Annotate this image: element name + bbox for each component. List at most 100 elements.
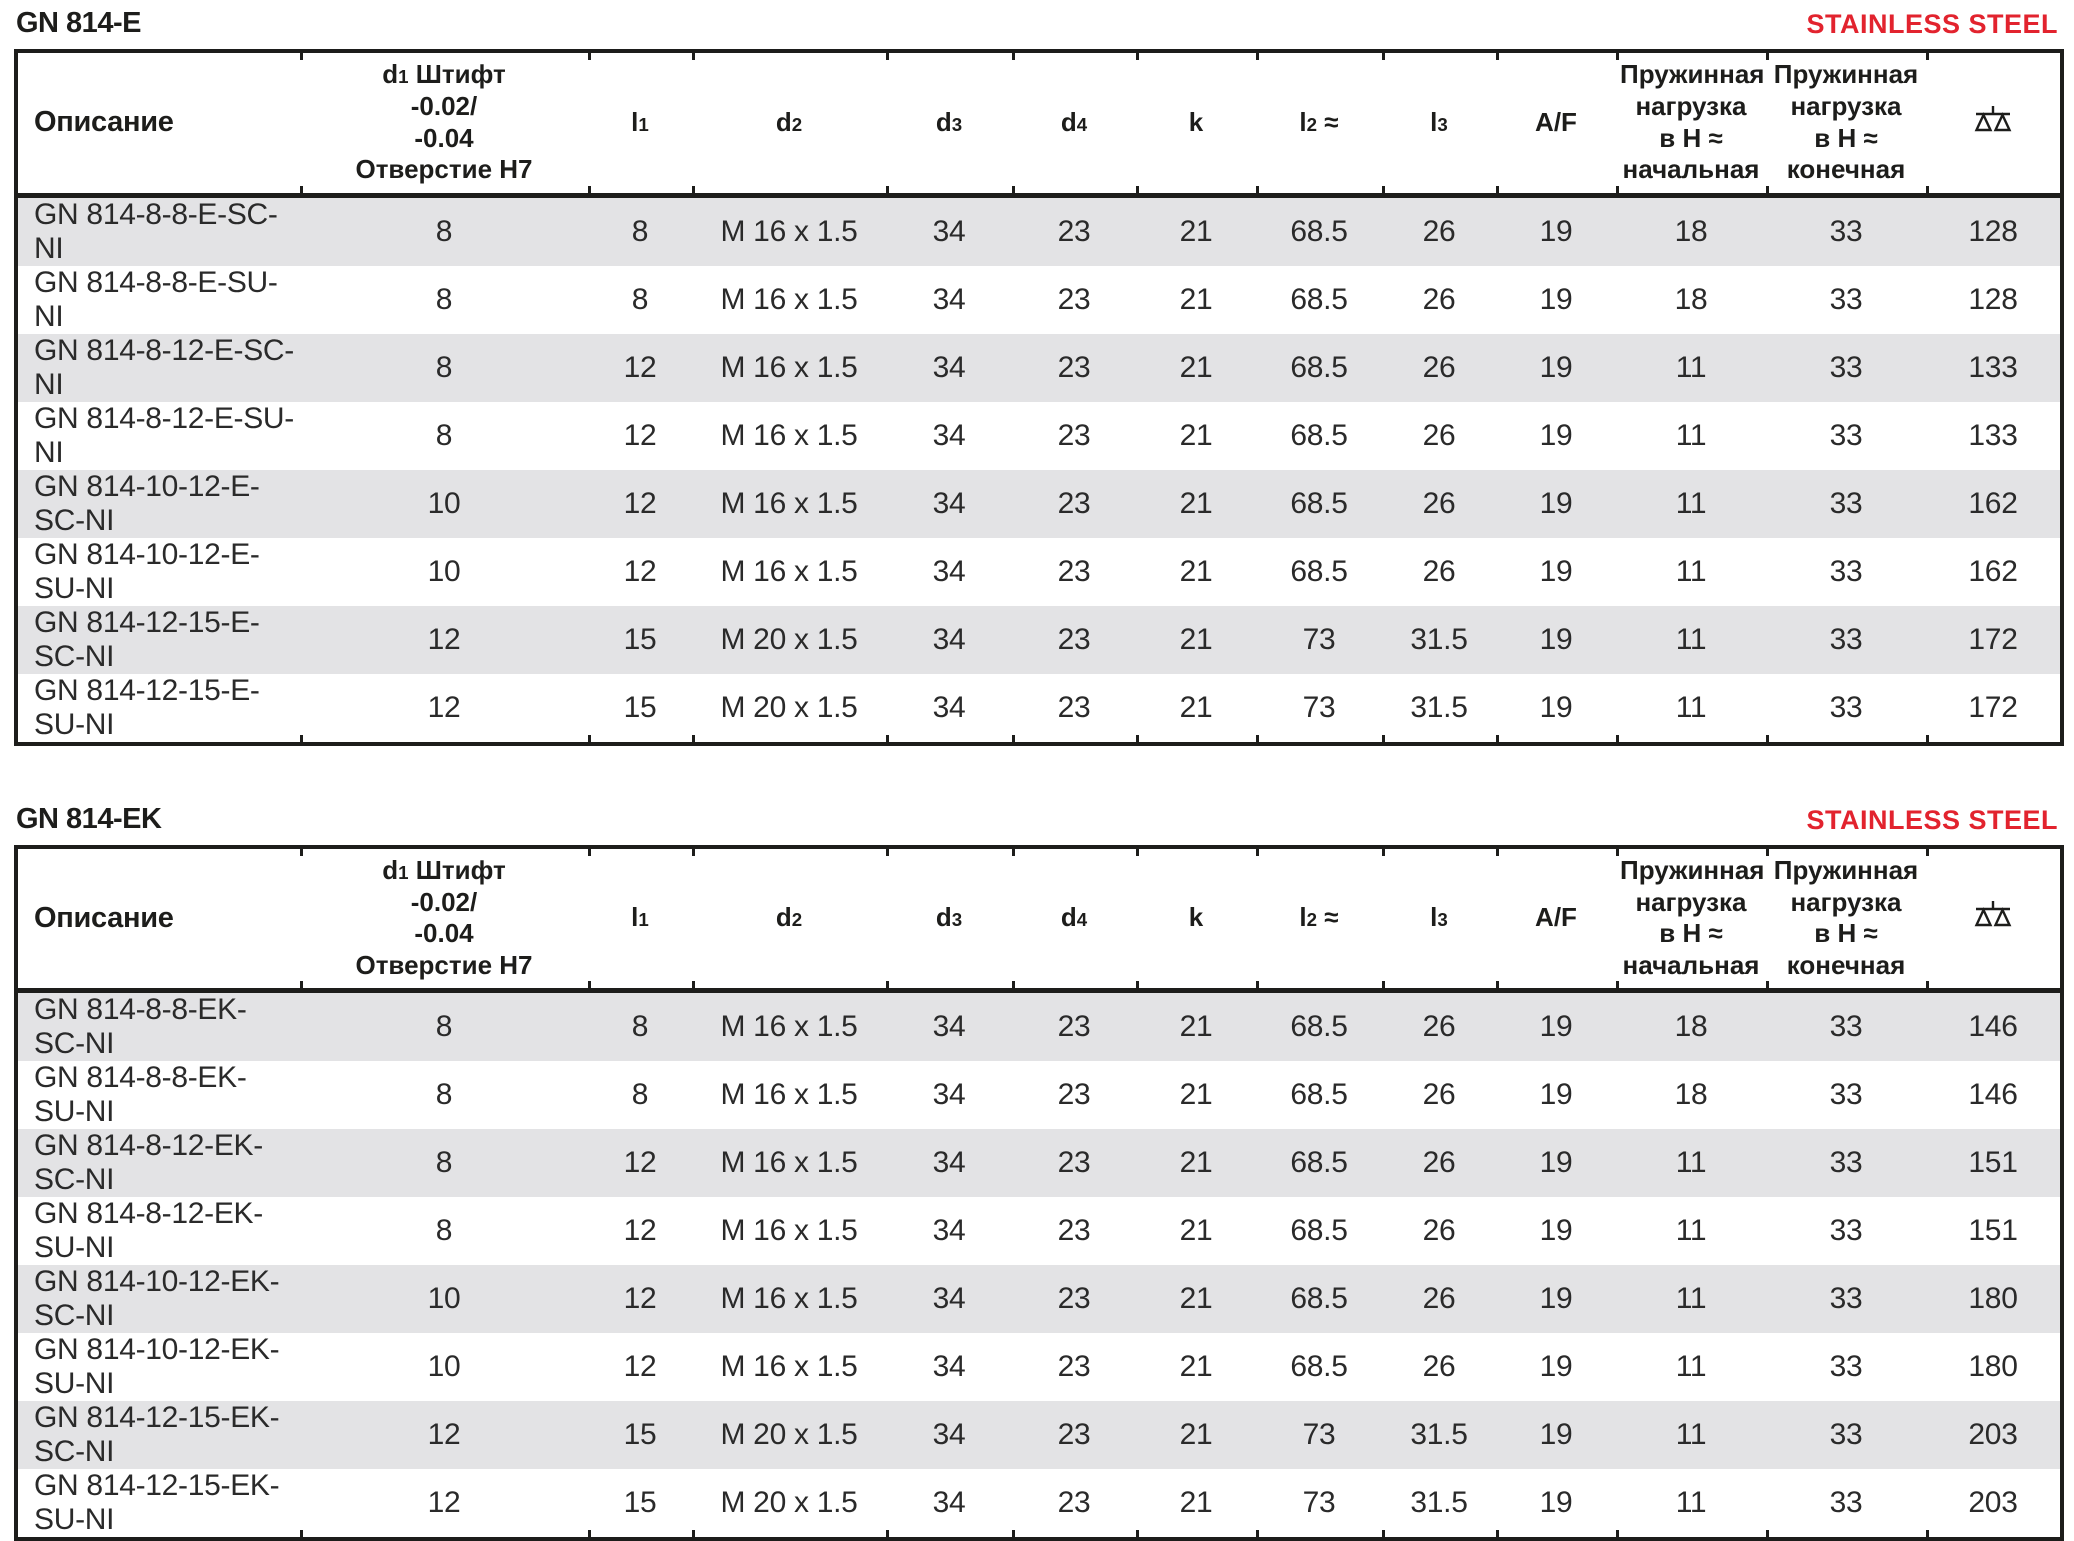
value-cell: 26: [1382, 266, 1496, 334]
value-cell: 21: [1136, 266, 1256, 334]
value-cell: 34: [886, 1401, 1012, 1469]
value-cell: 73: [1256, 1469, 1382, 1539]
value-cell: 34: [886, 606, 1012, 674]
value-cell: 23: [1012, 1401, 1136, 1469]
part-number-cell: GN 814-10-12-EK-SC-NI: [16, 1265, 300, 1333]
value-cell: 23: [1012, 266, 1136, 334]
value-cell: 26: [1382, 334, 1496, 402]
value-cell: 12: [588, 402, 692, 470]
part-number-cell: GN 814-8-12-E-SU-NI: [16, 402, 300, 470]
weight-scale-icon: [1970, 104, 2016, 142]
value-cell: 151: [1926, 1129, 2062, 1197]
part-number-cell: GN 814-12-15-E-SC-NI: [16, 606, 300, 674]
part-number-cell: GN 814-8-8-E-SC-NI: [16, 195, 300, 266]
value-cell: 34: [886, 266, 1012, 334]
value-cell: 8: [300, 195, 588, 266]
column-header-l1: l1: [588, 847, 692, 991]
value-cell: 8: [300, 991, 588, 1062]
part-number-cell: GN 814-12-15-EK-SC-NI: [16, 1401, 300, 1469]
value-cell: 21: [1136, 1469, 1256, 1539]
value-cell: 10: [300, 538, 588, 606]
value-cell: 23: [1012, 402, 1136, 470]
column-header-weight: [1926, 51, 2062, 195]
value-cell: 12: [588, 1129, 692, 1197]
value-cell: 31.5: [1382, 606, 1496, 674]
part-number-cell: GN 814-8-12-EK-SC-NI: [16, 1129, 300, 1197]
part-number-cell: GN 814-8-12-EK-SU-NI: [16, 1197, 300, 1265]
value-cell: 23: [1012, 334, 1136, 402]
value-cell: 21: [1136, 1333, 1256, 1401]
value-cell: 12: [588, 470, 692, 538]
value-cell: 34: [886, 470, 1012, 538]
value-cell: 33: [1766, 402, 1926, 470]
value-cell: 19: [1496, 470, 1616, 538]
value-cell: M 20 x 1.5: [692, 1401, 886, 1469]
page-title: GN 814-E: [16, 7, 141, 40]
value-cell: 19: [1496, 1469, 1616, 1539]
value-cell: 73: [1256, 606, 1382, 674]
value-cell: 19: [1496, 674, 1616, 744]
value-cell: 26: [1382, 1265, 1496, 1333]
weight-scale-icon: [1970, 899, 2016, 937]
column-header-d4: d4: [1012, 51, 1136, 195]
value-cell: M 16 x 1.5: [692, 470, 886, 538]
value-cell: 26: [1382, 991, 1496, 1062]
value-cell: 68.5: [1256, 538, 1382, 606]
value-cell: 21: [1136, 538, 1256, 606]
value-cell: M 16 x 1.5: [692, 538, 886, 606]
value-cell: 23: [1012, 470, 1136, 538]
value-cell: 34: [886, 538, 1012, 606]
value-cell: 18: [1616, 1061, 1766, 1129]
value-cell: 8: [588, 195, 692, 266]
value-cell: 26: [1382, 470, 1496, 538]
value-cell: 18: [1616, 195, 1766, 266]
value-cell: 12: [300, 1401, 588, 1469]
value-cell: 11: [1616, 1469, 1766, 1539]
value-cell: 26: [1382, 195, 1496, 266]
value-cell: 19: [1496, 1333, 1616, 1401]
value-cell: 180: [1926, 1265, 2062, 1333]
value-cell: 11: [1616, 402, 1766, 470]
value-cell: 11: [1616, 334, 1766, 402]
value-cell: 8: [300, 334, 588, 402]
value-cell: 33: [1766, 606, 1926, 674]
value-cell: 146: [1926, 1061, 2062, 1129]
value-cell: 18: [1616, 991, 1766, 1062]
value-cell: 10: [300, 470, 588, 538]
value-cell: 12: [300, 1469, 588, 1539]
value-cell: 34: [886, 195, 1012, 266]
part-number-cell: GN 814-10-12-E-SC-NI: [16, 470, 300, 538]
value-cell: 203: [1926, 1469, 2062, 1539]
value-cell: 33: [1766, 266, 1926, 334]
value-cell: 18: [1616, 266, 1766, 334]
column-header-d3: d3: [886, 51, 1012, 195]
value-cell: 23: [1012, 1197, 1136, 1265]
value-cell: 133: [1926, 402, 2062, 470]
value-cell: 21: [1136, 1197, 1256, 1265]
column-header-l1: l1: [588, 51, 692, 195]
value-cell: 34: [886, 1469, 1012, 1539]
column-header-af: A/F: [1496, 847, 1616, 991]
value-cell: 26: [1382, 1061, 1496, 1129]
value-cell: 8: [588, 1061, 692, 1129]
value-cell: 26: [1382, 1129, 1496, 1197]
value-cell: 21: [1136, 1129, 1256, 1197]
value-cell: 23: [1012, 1265, 1136, 1333]
value-cell: 23: [1012, 1333, 1136, 1401]
value-cell: 10: [300, 1333, 588, 1401]
value-cell: M 20 x 1.5: [692, 674, 886, 744]
value-cell: 73: [1256, 674, 1382, 744]
